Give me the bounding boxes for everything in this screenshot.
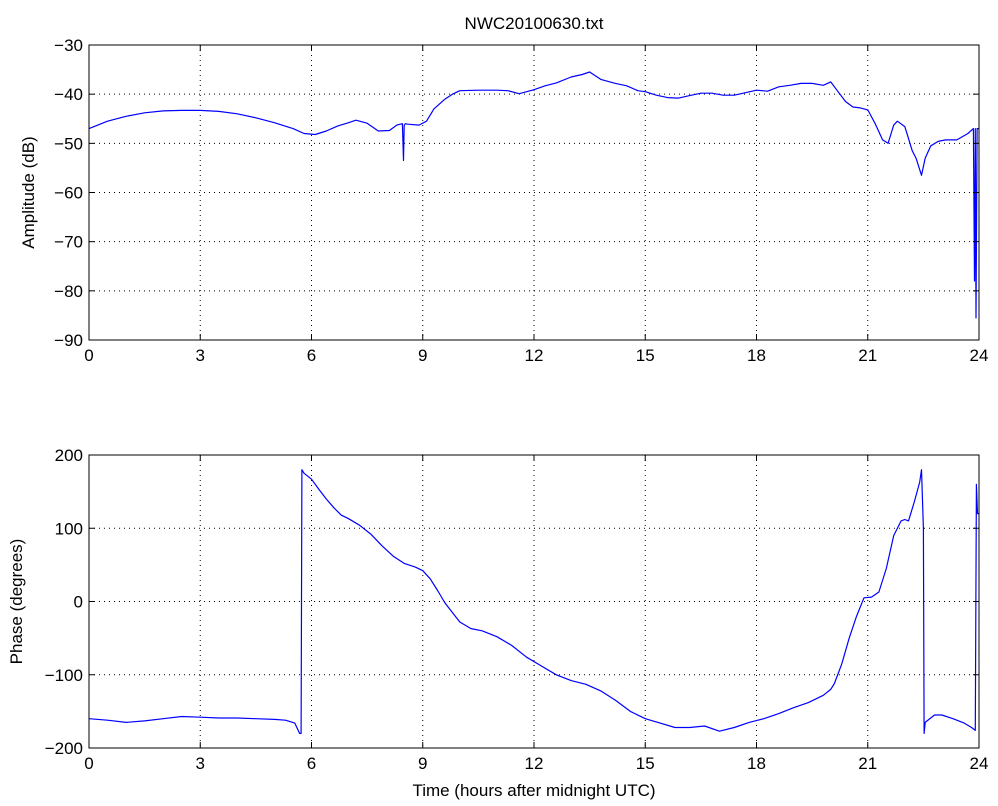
phase-xtick-label-0: 0 [84, 754, 93, 773]
amplitude-xtick-label-0: 0 [84, 346, 93, 365]
amplitude-ytick-label-0: −90 [54, 331, 83, 350]
phase-xtick-label-4: 12 [525, 754, 544, 773]
amplitude-ytick-label-1: −80 [54, 282, 83, 301]
amplitude-xtick-label-6: 18 [747, 346, 766, 365]
phase-panel: 0 3 6 9 12 15 18 21 24 −200 −100 0 100 200 Phase (degr… [7, 446, 988, 800]
amplitude-ytick-label-6: −30 [54, 36, 83, 55]
phase-ytick-label-1: −100 [45, 666, 83, 685]
amplitude-ytick-label-5: −40 [54, 85, 83, 104]
amplitude-xtick-label-4: 12 [525, 346, 544, 365]
phase-xtick-label-1: 3 [196, 754, 205, 773]
phase-series-line-0 [88, 469, 979, 735]
phase-ytick-label-3: 100 [55, 519, 83, 538]
phase-xtick-label-6: 18 [747, 754, 766, 773]
amplitude-ytick-label-3: −60 [54, 184, 83, 203]
amplitude-title: NWC20100630.txt [465, 14, 604, 33]
phase-ytick-label-0: −200 [45, 739, 83, 758]
amplitude-series-line-0 [88, 71, 979, 319]
amplitude-ytick-label-2: −70 [54, 233, 83, 252]
phase-xtick-label-5: 15 [636, 754, 655, 773]
amplitude-xtick-label-8: 24 [970, 346, 989, 365]
amplitude-panel: 0 3 6 9 12 15 18 21 24 −90 −80 −70 −60 −50 −40 −30 Ampli… [19, 14, 988, 365]
amplitude-xtick-label-3: 9 [418, 346, 427, 365]
phase-xtick-label-7: 21 [858, 754, 877, 773]
phase-ylabel: Phase (degrees) [7, 539, 26, 665]
phase-ytick-label-2: 0 [74, 593, 83, 612]
phase-xtick-label-8: 24 [970, 754, 989, 773]
amplitude-xtick-label-2: 6 [307, 346, 316, 365]
amplitude-xtick-label-5: 15 [636, 346, 655, 365]
phase-xlabel: Time (hours after midnight UTC) [412, 781, 655, 800]
amplitude-xtick-label-7: 21 [858, 346, 877, 365]
amplitude-ytick-label-4: −50 [54, 134, 83, 153]
phase-xtick-label-3: 9 [418, 754, 427, 773]
amplitude-ylabel: Amplitude (dB) [19, 136, 38, 248]
phase-ytick-label-4: 200 [55, 446, 83, 465]
amplitude-xtick-label-1: 3 [196, 346, 205, 365]
phase-xtick-label-2: 6 [307, 754, 316, 773]
